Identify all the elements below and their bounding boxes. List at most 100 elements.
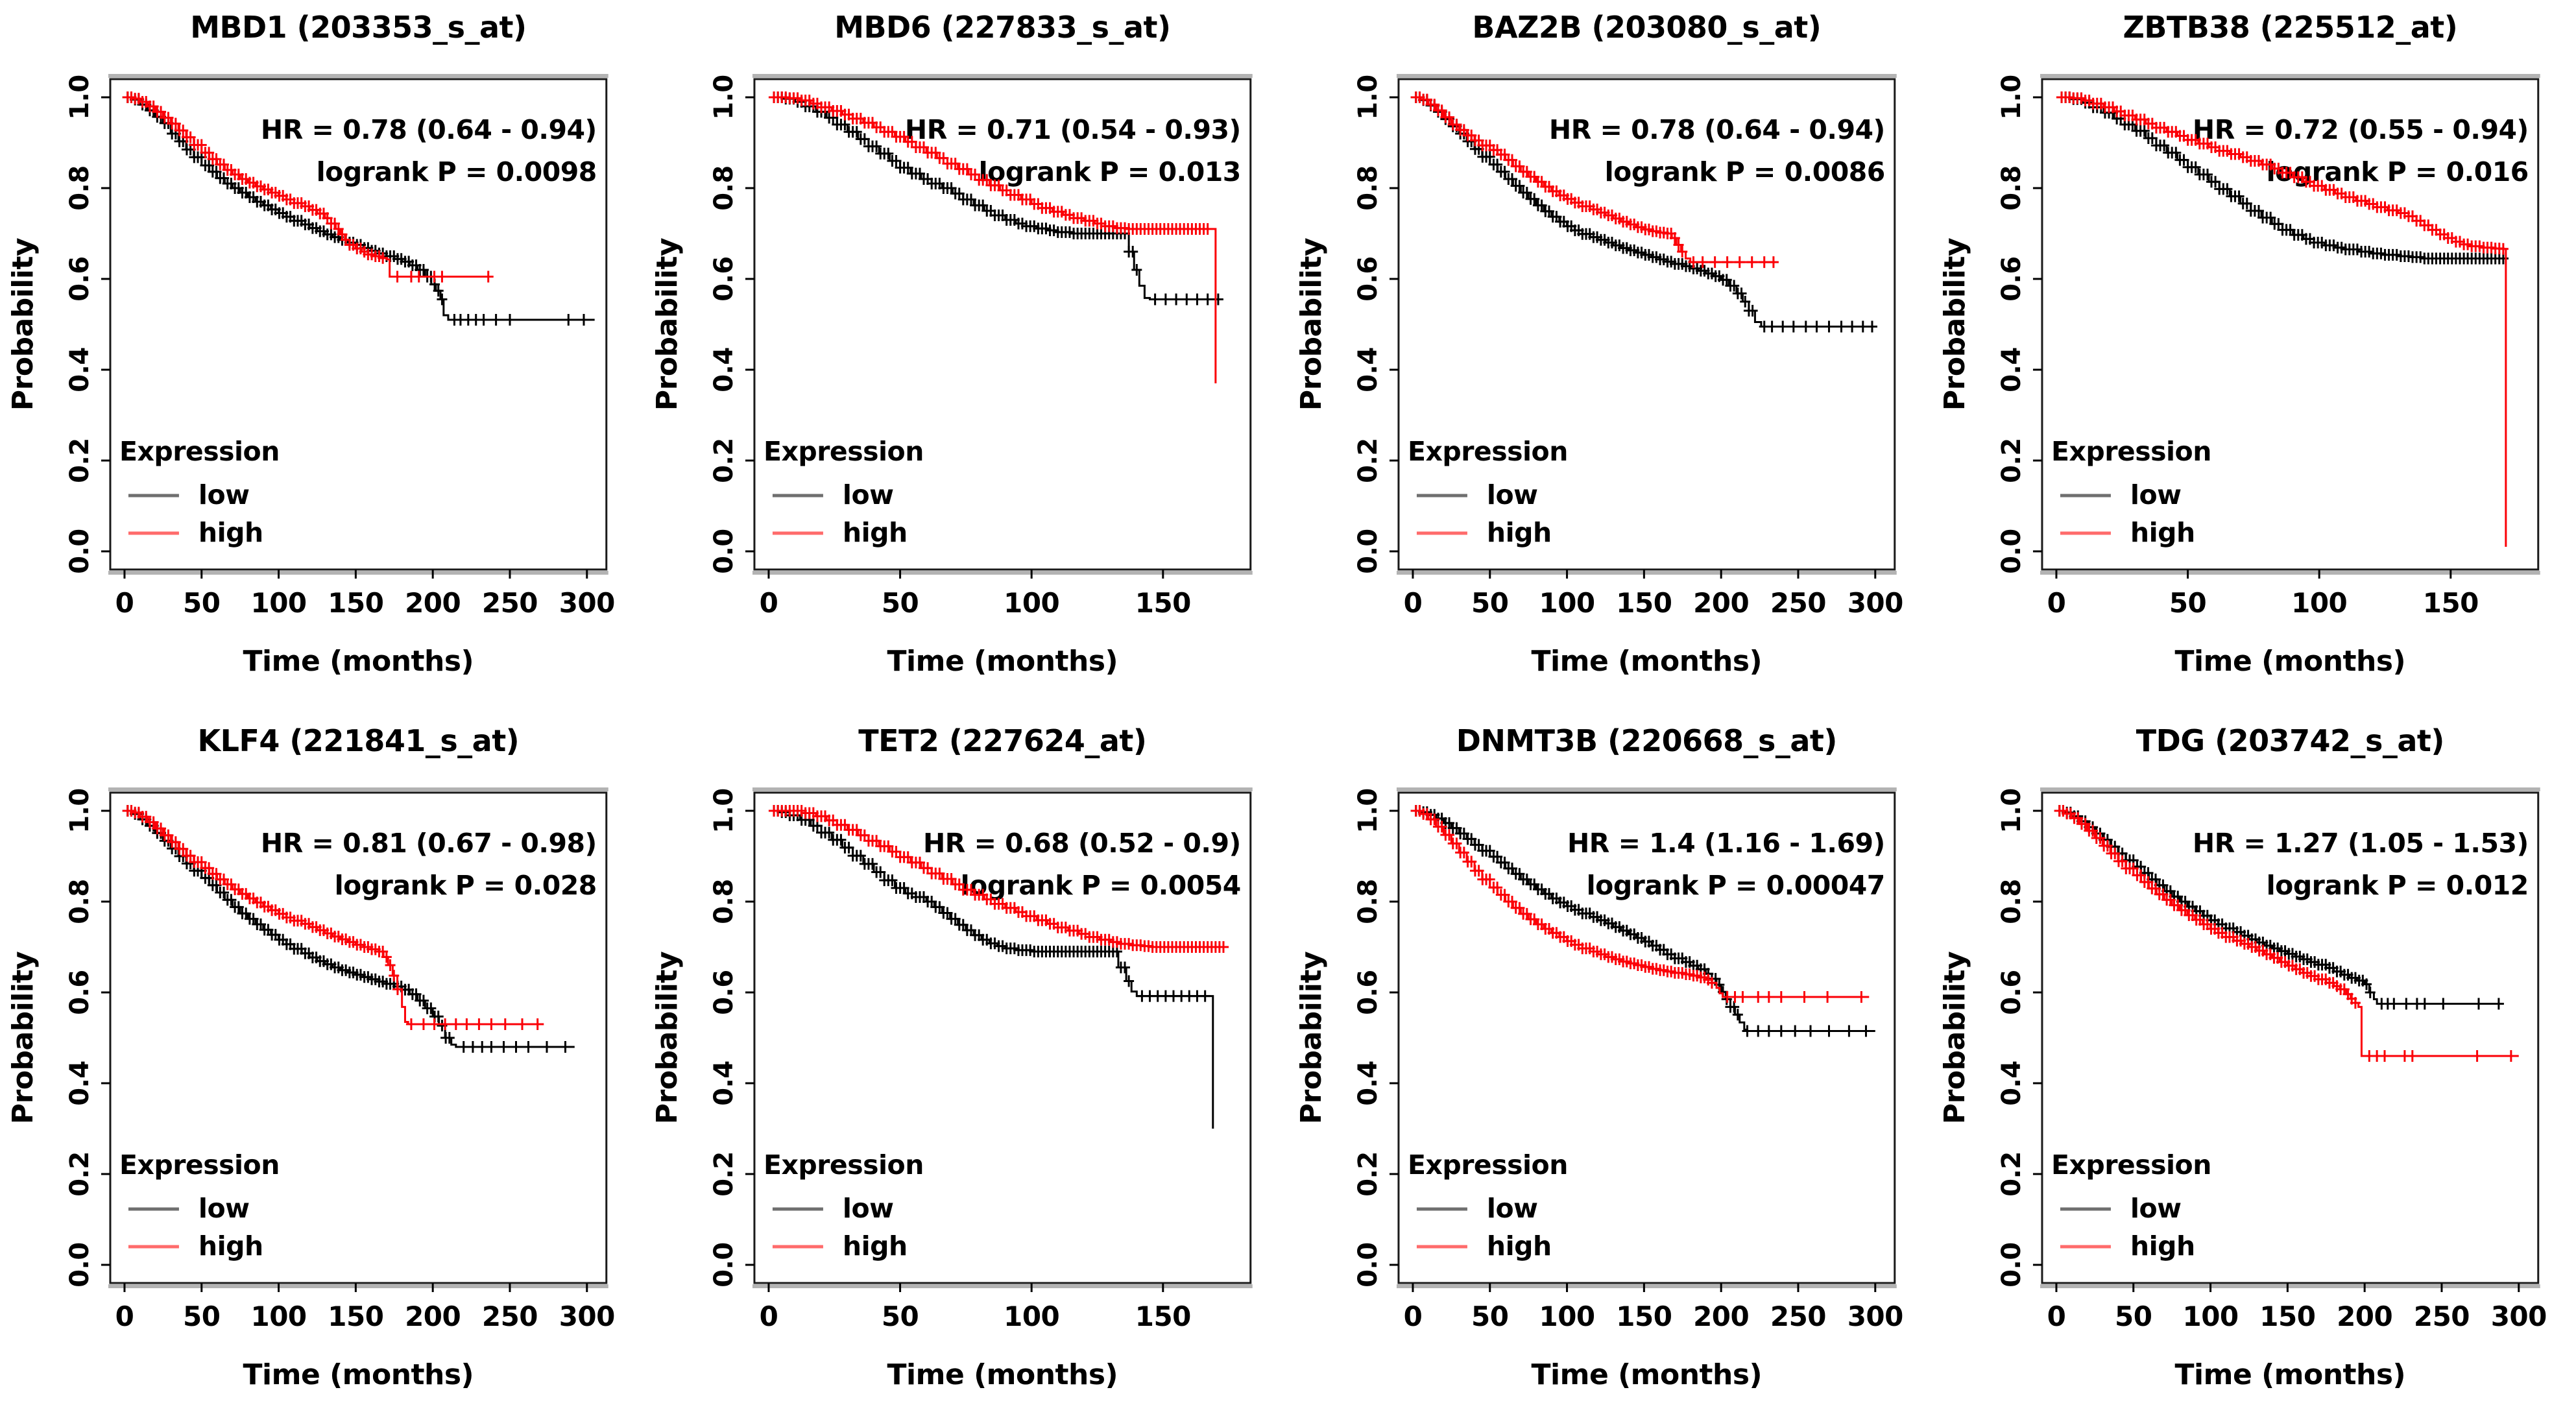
legend-title: Expression: [119, 1149, 280, 1181]
x-tick-label: 50: [1471, 587, 1508, 619]
panel-title: BAZ2B (203080_s_at): [1472, 10, 1821, 45]
y-tick-label: 0.0: [65, 529, 95, 573]
y-tick-label: 0.6: [709, 970, 739, 1014]
legend-title: Expression: [119, 436, 280, 467]
x-tick-label: 150: [1135, 587, 1190, 619]
y-axis: 0.0 0.2 0.4 0.6 0.8 1.0: [1997, 75, 2043, 574]
x-tick-label: 0: [115, 1301, 134, 1332]
x-tick-label: 100: [250, 587, 306, 619]
y-tick-label: 1.0: [709, 75, 739, 119]
y-tick-label: 0.4: [709, 347, 739, 392]
x-axis-title: Time (months): [2175, 645, 2406, 678]
y-axis-title: Probability: [651, 238, 684, 411]
x-axis: 0 50 100 150 200 250 300: [1403, 1283, 1903, 1332]
y-axis-title: Probability: [6, 952, 40, 1124]
y-tick-label: 0.8: [1997, 879, 2027, 924]
x-axis: 0 50 100 150 200 250 300: [1403, 570, 1903, 619]
legend: Expression low high: [1407, 436, 1567, 548]
panel-title: MBD6 (227833_s_at): [834, 10, 1170, 45]
legend-title: Expression: [2051, 1149, 2211, 1181]
x-tick-label: 150: [2423, 587, 2479, 619]
y-tick-label: 0.4: [1997, 1061, 2027, 1105]
x-tick-label: 150: [1616, 587, 1672, 619]
y-tick-label: 0.2: [709, 1151, 739, 1196]
legend-label-low: low: [843, 1193, 894, 1224]
censor-marks-high: [1410, 91, 1779, 269]
y-axis: 0.0 0.2 0.4 0.6 0.8 1.0: [709, 788, 754, 1288]
km-panel-7: DNMT3B (220668_s_at) 0.0 0.2 0.4 0.6 0.8 1.0 Pr…: [1288, 714, 1932, 1427]
hr-annotation: HR = 0.78 (0.64 - 0.94): [261, 114, 597, 145]
y-tick-label: 0.0: [1353, 1242, 1382, 1287]
legend: Expression low high: [2051, 1149, 2211, 1262]
km-plot-svg-4: ZBTB38 (225512_at) 0.0 0.2 0.4 0.6 0.8 1.0 Prob…: [1938, 10, 2541, 678]
censor-marks-high: [122, 805, 543, 1030]
km-plot-svg-2: MBD6 (227833_s_at) 0.0 0.2 0.4 0.6 0.8 1.0 Prob…: [651, 10, 1253, 678]
km-panel-5: KLF4 (221841_s_at) 0.0 0.2 0.4 0.6 0.8 1.0 Prob…: [0, 714, 644, 1427]
x-tick-label: 0: [759, 587, 778, 619]
legend-label-low: low: [199, 1193, 250, 1224]
legend: Expression low high: [1407, 1149, 1567, 1262]
x-tick-label: 200: [405, 587, 461, 619]
hr-annotation: HR = 1.27 (1.05 - 1.53): [2193, 828, 2529, 859]
y-tick-label: 1.0: [1353, 75, 1382, 119]
legend-label-high: high: [1486, 517, 1551, 548]
x-tick-label: 250: [2414, 1301, 2470, 1332]
x-tick-label: 200: [1693, 1301, 1749, 1332]
y-tick-label: 0.6: [1353, 970, 1382, 1014]
logrank-annotation: logrank P = 0.028: [335, 870, 597, 901]
y-tick-label: 1.0: [65, 788, 95, 833]
legend-title: Expression: [1407, 436, 1567, 467]
x-tick-label: 0: [1403, 1301, 1422, 1332]
logrank-annotation: logrank P = 0.013: [978, 156, 1240, 187]
x-axis: 0 50 100 150 200 250 300: [115, 570, 615, 619]
y-tick-label: 0.8: [1353, 165, 1382, 210]
legend-label-low: low: [2130, 1193, 2182, 1224]
y-tick-label: 1.0: [1353, 788, 1382, 833]
y-axis: 0.0 0.2 0.4 0.6 0.8 1.0: [65, 75, 110, 574]
x-tick-label: 50: [183, 587, 220, 619]
legend-label-low: low: [1486, 479, 1537, 510]
legend-title: Expression: [764, 436, 924, 467]
y-tick-label: 0.6: [709, 256, 739, 301]
y-axis: 0.0 0.2 0.4 0.6 0.8 1.0: [1997, 788, 2043, 1288]
y-axis-title: Probability: [1938, 952, 1971, 1124]
x-axis: 0 50 100 150 200 250 300: [115, 1283, 615, 1332]
legend-label-low: low: [199, 479, 250, 510]
x-axis-title: Time (months): [2175, 1358, 2406, 1391]
y-axis-title: Probability: [1938, 238, 1971, 411]
x-axis-title: Time (months): [1531, 1358, 1762, 1391]
y-axis-title: Probability: [651, 952, 684, 1124]
y-tick-label: 1.0: [1997, 788, 2027, 833]
y-tick-label: 0.4: [709, 1061, 739, 1105]
km-panel-3: BAZ2B (203080_s_at) 0.0 0.2 0.4 0.6 0.8 1.0 Pro…: [1288, 0, 1932, 714]
panel-title: MBD1 (203353_s_at): [190, 10, 526, 45]
y-axis: 0.0 0.2 0.4 0.6 0.8 1.0: [1353, 788, 1399, 1288]
x-tick-label: 0: [2047, 587, 2066, 619]
legend-title: Expression: [764, 1149, 924, 1181]
plot-box: [753, 791, 1252, 1284]
x-tick-label: 100: [250, 1301, 306, 1332]
censor-marks-high: [1410, 805, 1866, 1003]
y-tick-label: 1.0: [1997, 75, 2027, 119]
x-tick-label: 50: [882, 587, 919, 619]
y-tick-label: 0.2: [65, 438, 95, 483]
x-tick-label: 100: [2291, 587, 2347, 619]
x-tick-label: 150: [1616, 1301, 1672, 1332]
y-axis: 0.0 0.2 0.4 0.6 0.8 1.0: [709, 75, 754, 574]
hr-annotation: HR = 0.81 (0.67 - 0.98): [261, 828, 597, 859]
y-tick-label: 1.0: [65, 75, 95, 119]
y-tick-label: 0.0: [709, 1242, 739, 1287]
x-axis-title: Time (months): [887, 1358, 1118, 1391]
y-tick-label: 0.4: [65, 347, 95, 392]
x-tick-label: 50: [2169, 587, 2206, 619]
legend-label-low: low: [843, 479, 894, 510]
km-panel-2: MBD6 (227833_s_at) 0.0 0.2 0.4 0.6 0.8 1.0 Prob…: [644, 0, 1288, 714]
km-plot-svg-5: KLF4 (221841_s_at) 0.0 0.2 0.4 0.6 0.8 1.0 Prob…: [6, 723, 615, 1391]
km-panel-4: ZBTB38 (225512_at) 0.0 0.2 0.4 0.6 0.8 1.0 Prob…: [1932, 0, 2576, 714]
y-tick-label: 0.6: [1997, 970, 2027, 1014]
x-tick-label: 50: [2115, 1301, 2152, 1332]
legend: Expression low high: [119, 436, 280, 548]
x-axis: 0 50 100 150: [2047, 570, 2479, 619]
x-tick-label: 100: [2183, 1301, 2239, 1332]
legend: Expression low high: [764, 1149, 924, 1262]
